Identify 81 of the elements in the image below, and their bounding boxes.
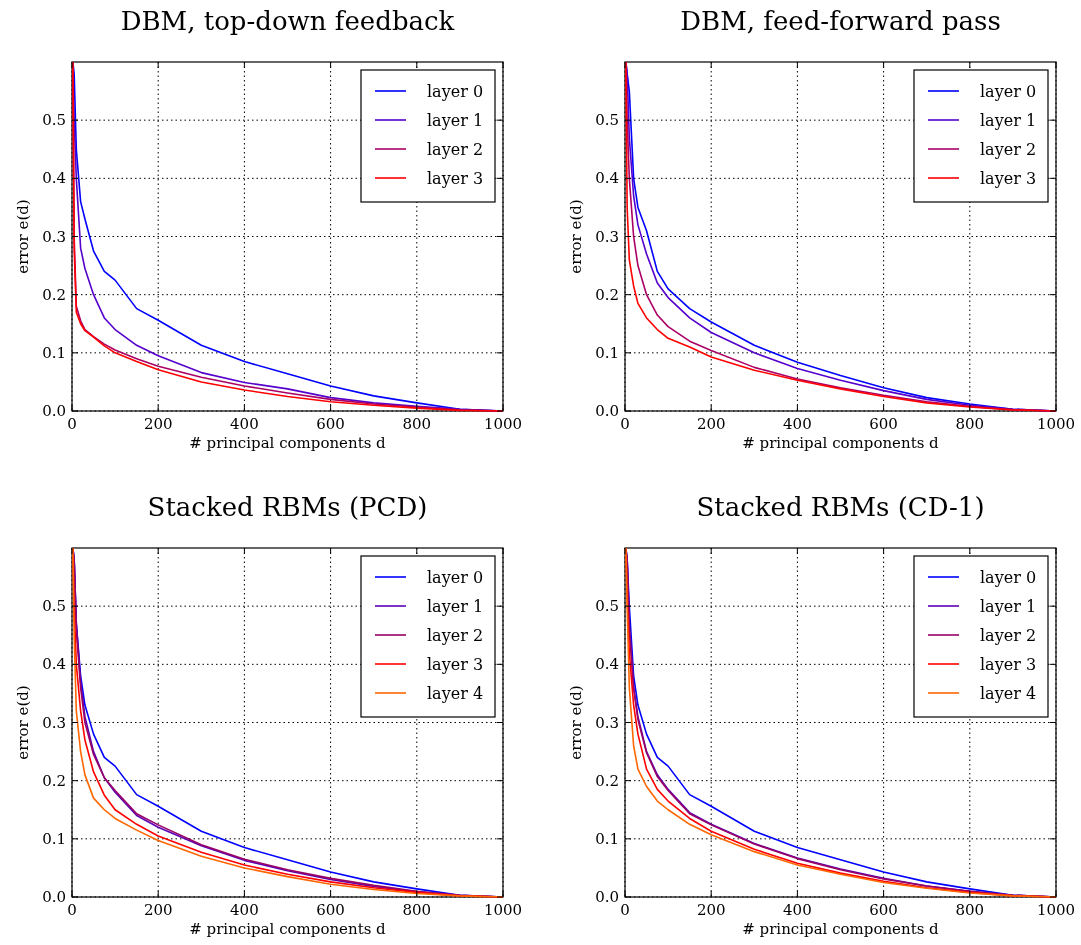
x-tick-label: 400	[783, 415, 812, 433]
y-tick-label: 0.3	[42, 227, 66, 246]
x-tick-label: 200	[143, 901, 173, 919]
y-tick-label: 0.2	[42, 771, 66, 790]
chart-title: DBM, feed-forward pass	[680, 6, 1001, 36]
x-tick-label: 600	[869, 415, 898, 433]
legend-label: layer 1	[980, 597, 1037, 616]
legend-label: layer 1	[427, 597, 484, 616]
legend-label: layer 1	[980, 111, 1037, 130]
x-tick-label: 800	[955, 901, 985, 919]
y-tick-label: 0.3	[595, 713, 619, 732]
x-tick-label: 400	[230, 415, 259, 433]
legend-label: layer 3	[427, 169, 484, 188]
y-tick-label: 0.1	[595, 829, 619, 848]
x-tick-label: 0	[620, 901, 630, 919]
y-tick-label: 0.0	[595, 888, 619, 906]
legend-label: layer 3	[427, 655, 484, 674]
x-tick-label: 0	[67, 415, 77, 433]
x-axis-title: # principal components d	[189, 434, 387, 452]
y-tick-label: 0.0	[42, 402, 66, 420]
legend-label: layer 2	[427, 140, 484, 159]
legend-label: layer 2	[427, 626, 484, 645]
legend-label: layer 0	[980, 568, 1037, 587]
y-tick-label: 0.5	[42, 597, 66, 616]
x-tick-label: 1000	[483, 415, 523, 433]
y-tick-label: 0.4	[42, 655, 66, 674]
x-tick-label: 1000	[483, 901, 523, 919]
legend-label: layer 2	[980, 626, 1037, 645]
y-axis-title: error e(d)	[567, 199, 585, 274]
x-axis-title: # principal components d	[189, 920, 387, 938]
x-tick-label: 400	[783, 901, 812, 919]
x-tick-label: 600	[316, 415, 345, 433]
legend-label: layer 3	[980, 655, 1037, 674]
y-tick-label: 0.3	[42, 713, 66, 732]
x-tick-label: 1000	[1036, 901, 1076, 919]
x-tick-label: 200	[696, 901, 726, 919]
x-tick-label: 600	[316, 901, 345, 919]
x-tick-label: 1000	[1036, 415, 1076, 433]
y-tick-label: 0.1	[42, 829, 66, 848]
y-tick-label: 0.4	[595, 655, 619, 674]
y-tick-label: 0.2	[42, 285, 66, 304]
y-tick-label: 0.4	[595, 169, 619, 188]
x-tick-label: 800	[955, 415, 985, 433]
x-tick-label: 800	[402, 415, 432, 433]
x-tick-label: 0	[620, 415, 630, 433]
legend-label: layer 3	[980, 169, 1037, 188]
chart-title: Stacked RBMs (CD-1)	[696, 492, 985, 522]
y-tick-label: 0.5	[42, 111, 66, 130]
x-tick-label: 200	[696, 415, 726, 433]
y-axis-title: error e(d)	[567, 685, 585, 760]
legend-label: layer 0	[427, 82, 484, 101]
y-axis-title: error e(d)	[14, 199, 32, 274]
y-tick-label: 0.4	[42, 169, 66, 188]
y-tick-label: 0.2	[595, 771, 619, 790]
x-axis-title: # principal components d	[742, 434, 940, 452]
line-series	[72, 547, 504, 898]
x-axis-title: # principal components d	[742, 920, 940, 938]
legend-label: layer 0	[980, 82, 1037, 101]
line-series	[625, 61, 1057, 412]
line-series	[625, 547, 1057, 898]
y-tick-label: 0.1	[42, 343, 66, 362]
legend-label: layer 0	[427, 568, 484, 587]
y-tick-label: 0.5	[595, 597, 619, 616]
y-tick-label: 0.0	[42, 888, 66, 906]
x-tick-label: 0	[67, 901, 77, 919]
y-tick-label: 0.3	[595, 227, 619, 246]
legend-label: layer 2	[980, 140, 1037, 159]
legend-label: layer 1	[427, 111, 484, 130]
y-tick-label: 0.1	[595, 343, 619, 362]
chart-title: DBM, top-down feedback	[120, 6, 455, 36]
legend-label: layer 4	[427, 684, 484, 703]
y-axis-title: error e(d)	[14, 685, 32, 760]
legend-label: layer 4	[980, 684, 1037, 703]
y-tick-label: 0.0	[595, 402, 619, 420]
x-tick-label: 800	[402, 901, 432, 919]
y-tick-label: 0.2	[595, 285, 619, 304]
chart-title: Stacked RBMs (PCD)	[147, 492, 428, 522]
x-tick-label: 400	[230, 901, 259, 919]
y-tick-label: 0.5	[595, 111, 619, 130]
x-tick-label: 200	[143, 415, 173, 433]
x-tick-label: 600	[869, 901, 898, 919]
